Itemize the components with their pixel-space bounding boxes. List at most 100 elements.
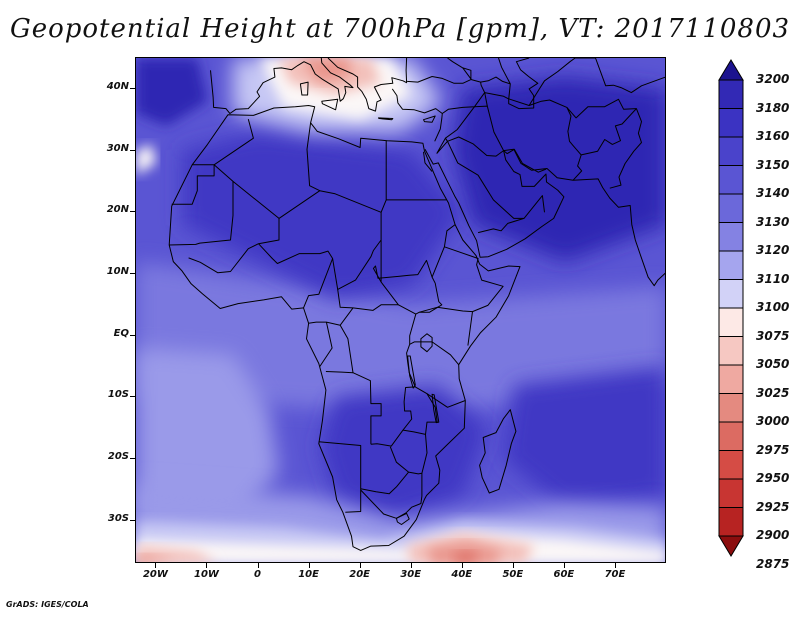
iran-border: [484, 92, 583, 181]
europe-coastline: [210, 58, 354, 114]
sahara-high-shading: [182, 132, 463, 299]
colorbar: [718, 59, 744, 557]
lat-tick-label: 30S: [107, 512, 129, 524]
sw-salmon-shading: [136, 554, 177, 562]
lake-malawi: [431, 393, 440, 424]
kalahari-border-1: [318, 441, 362, 513]
country-border-20: [370, 386, 438, 447]
colorbar-swatch: [718, 193, 744, 223]
lon-tick-label: 40E: [451, 569, 473, 580]
colorbar-level-label: 2875: [756, 556, 790, 571]
height-field-shading: [136, 58, 665, 562]
persian-gulf-coast: [503, 148, 547, 173]
colorbar-swatch: [718, 79, 744, 109]
red-sea-border: [423, 151, 433, 172]
lon-tick-label: 50E: [502, 569, 524, 580]
country-border-18: [419, 306, 473, 346]
lat-tick-mark: [130, 334, 135, 336]
colorbar-level-label: 3120: [756, 243, 790, 257]
colorbar-level-label: 3140: [756, 186, 790, 200]
lon-tick-label: 10W: [193, 569, 219, 580]
colorbar-swatch: [718, 222, 744, 252]
map-title: Geopotential Height at 700hPa [gpm], VT:…: [9, 14, 791, 44]
colorbar-level-label: 3110: [756, 271, 790, 286]
central-asia-border: [528, 58, 665, 106]
colorbar-swatch: [718, 507, 744, 537]
sardinia-coastline: [299, 81, 309, 96]
lat-tick-mark: [130, 458, 135, 460]
lat-tick-mark: [130, 149, 135, 151]
lon-tick-mark: [155, 563, 157, 568]
country-border-14: [319, 321, 333, 367]
lat-tick-mark: [130, 272, 135, 274]
colorbar-swatch: [718, 478, 744, 508]
lat-tick-mark: [130, 396, 135, 398]
country-border-16: [352, 372, 382, 445]
turkey-east-border: [442, 82, 486, 114]
arabia-coastline: [424, 148, 665, 287]
colorbar-level-label: 3100: [756, 300, 790, 314]
colorbar-swatch: [718, 165, 744, 195]
levant-border: [436, 105, 505, 157]
colorbar-level-label: 2900: [756, 528, 790, 542]
lon-tick-label: 70E: [604, 569, 626, 580]
colorbar-swatch: [718, 136, 744, 166]
colorbar-level-label: 3200: [756, 72, 790, 86]
country-border-3: [213, 118, 254, 166]
lon-tick-mark: [308, 563, 310, 568]
country-border-2: [169, 164, 234, 246]
lat-tick-label: 10N: [106, 265, 129, 277]
saudi-border: [444, 137, 545, 219]
southern-white-shading: [136, 533, 665, 562]
colorbar-top-arrow: [718, 59, 744, 81]
colorbar-swatch: [718, 250, 744, 280]
grads-credit: GrADS: IGES/COLA: [6, 600, 89, 609]
country-border-10: [372, 259, 433, 283]
caspian-coastline: [498, 58, 539, 110]
country-border-12: [303, 258, 334, 309]
pakistan-india-border: [609, 108, 642, 189]
lon-tick-label: 60E: [553, 569, 575, 580]
lake-victoria: [420, 333, 433, 353]
sicily-coastline: [321, 98, 339, 111]
lon-tick-mark: [563, 563, 565, 568]
lon-tick-label: 30E: [400, 569, 422, 580]
lat-tick-label: 20S: [107, 451, 129, 463]
colorbar-swatch: [718, 279, 744, 309]
lon-tick-mark: [461, 563, 463, 568]
colorbar-swatch: [718, 108, 744, 138]
southern-africa-high-shading: [319, 385, 489, 521]
colorbar-level-label: 3000: [756, 414, 790, 428]
colorbar-level-label: 3075: [756, 328, 790, 343]
lon-tick-label: 20E: [349, 569, 371, 580]
atlantic-trough-shading: [136, 348, 279, 521]
lat-tick-label: 30N: [106, 142, 129, 154]
lon-tick-mark: [614, 563, 616, 568]
colorbar-level-label: 3130: [756, 214, 790, 229]
country-border-6: [306, 122, 321, 192]
country-border-23: [360, 473, 423, 519]
country-border-22: [389, 434, 428, 475]
colorbar-swatch: [718, 393, 744, 423]
lon-tick-mark: [257, 563, 259, 568]
colorbar-swatch: [718, 336, 744, 366]
se-salmon-shading: [427, 542, 504, 562]
lake-tanganyika: [407, 355, 416, 389]
lat-tick-label: EQ: [113, 327, 129, 339]
lon-tick-label: 10E: [298, 569, 319, 580]
colorbar-swatch: [718, 421, 744, 451]
lon-tick-mark: [410, 563, 412, 568]
geopotential-height-map: [136, 58, 665, 562]
madagascar-coastline: [479, 409, 517, 494]
arabia-high-shading: [452, 76, 665, 262]
lat-tick-label: 20N: [106, 204, 129, 216]
canary-white-shading: [136, 144, 157, 176]
lon-tick-mark: [512, 563, 514, 568]
caucasus-border: [462, 67, 511, 85]
lon-tick-label: 20W: [142, 569, 168, 580]
map-panel: [135, 57, 666, 563]
lat-tick-label: 10S: [107, 389, 129, 401]
colorbar-level-label: 2950: [756, 471, 790, 485]
cyprus-coastline: [423, 115, 436, 123]
colorbar-level-label: 2925: [756, 499, 790, 514]
